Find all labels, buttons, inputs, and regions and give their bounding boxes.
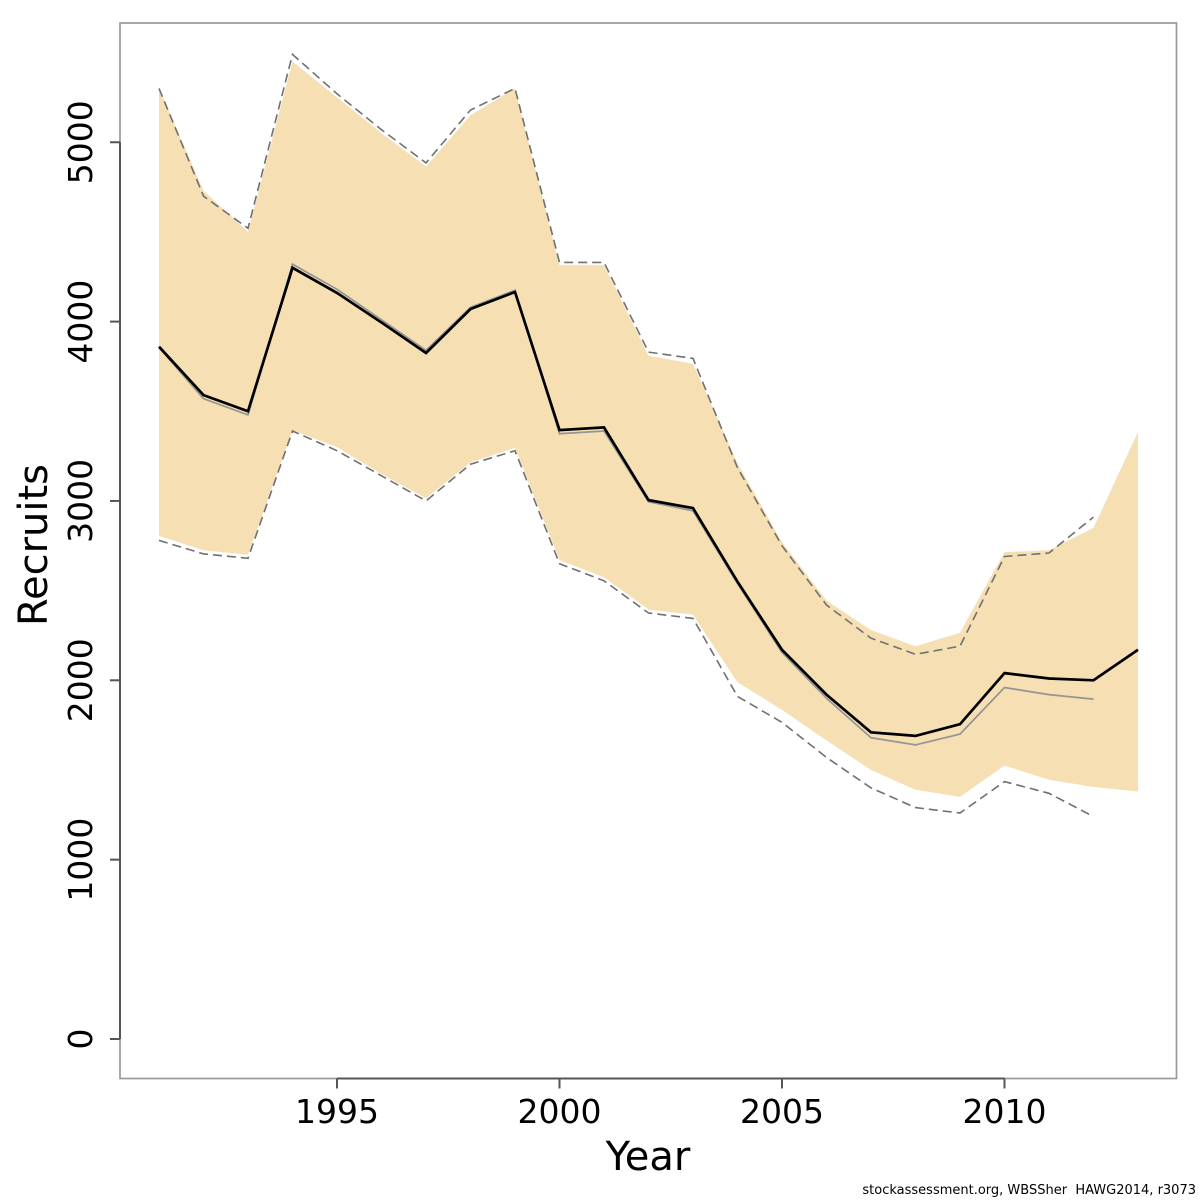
current-assessment-estimate-line bbox=[158, 265, 1139, 738]
previous-assessment-estimate-line bbox=[158, 262, 1094, 746]
x-axis-title: Year bbox=[605, 1134, 691, 1180]
x-tick-label-2010: 2010 bbox=[963, 1092, 1047, 1131]
x-tick-label-2000: 2000 bbox=[518, 1092, 602, 1131]
y-tick-label-4000: 4000 bbox=[61, 280, 100, 364]
y-tick-label-0: 0 bbox=[61, 1029, 100, 1050]
watermark-credit: stockassessment.org, WBSSher HAWG2014, r… bbox=[862, 1183, 1196, 1198]
y-axis-title: Recruits bbox=[11, 464, 57, 626]
x-tick-label-2005: 2005 bbox=[740, 1092, 824, 1131]
chart-layer bbox=[158, 52, 1139, 818]
y-tick-label-2000: 2000 bbox=[61, 638, 100, 722]
y-tick-label-5000: 5000 bbox=[61, 100, 100, 184]
y-tick-label-1000: 1000 bbox=[61, 818, 100, 902]
x-tick-label-1995: 1995 bbox=[295, 1092, 379, 1131]
axis-layer: 1995 2000 2005 2010 0 1000 2000 3000 4000 5000 bbox=[61, 22, 1178, 1131]
current-assessment-confidence-band bbox=[159, 61, 1138, 797]
y-tick-label-3000: 3000 bbox=[61, 459, 100, 543]
previous-assessment-confidence-envelope-upper bbox=[158, 52, 1095, 656]
previous-assessment-confidence-envelope-lower bbox=[158, 429, 1094, 818]
